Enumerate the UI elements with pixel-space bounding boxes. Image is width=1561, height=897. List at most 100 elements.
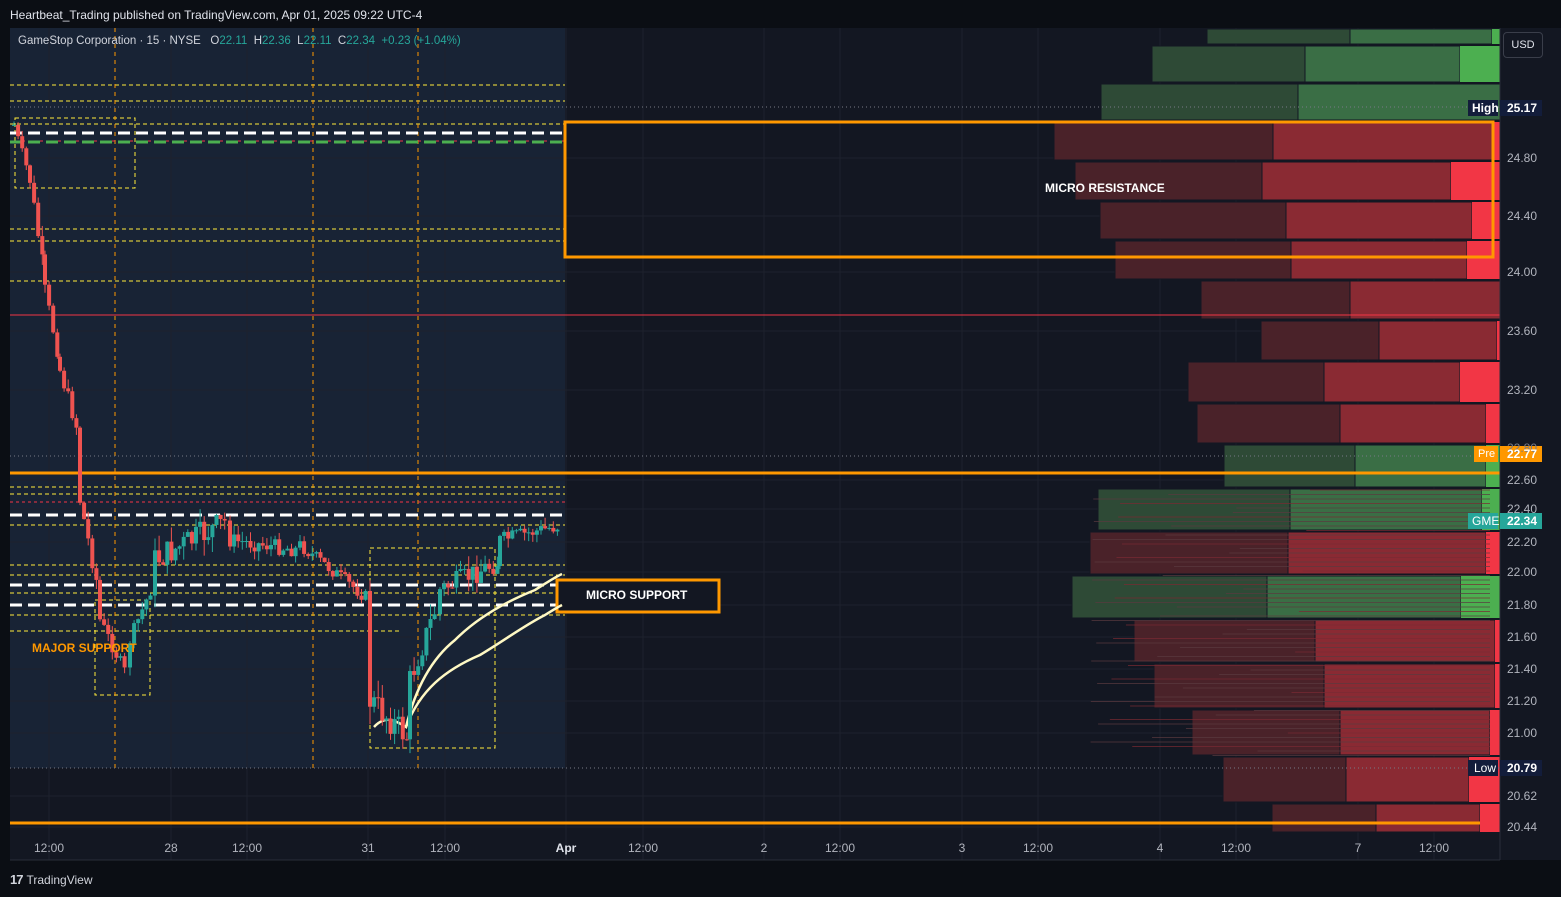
volume-profile-bar <box>1196 403 1341 444</box>
candle-body <box>454 571 459 588</box>
candle-body <box>132 623 137 644</box>
candle-body <box>128 643 132 668</box>
candle-body <box>40 236 45 255</box>
candle-body <box>462 568 467 570</box>
volume-profile-bar <box>1261 161 1452 201</box>
candle-body <box>400 716 405 740</box>
candle-body <box>416 666 421 675</box>
candle-body <box>222 518 227 521</box>
candle-body <box>408 671 412 740</box>
candle-body <box>404 739 409 741</box>
volume-profile-bar <box>1114 240 1292 280</box>
candle-body <box>58 356 62 371</box>
volume-profile-bar <box>1375 803 1481 833</box>
candle-body <box>47 284 52 306</box>
currency-button[interactable]: USD <box>1503 32 1543 58</box>
candle-body <box>551 527 556 532</box>
micro-support-zone[interactable] <box>555 578 721 614</box>
candle-body <box>506 531 511 539</box>
candle-body <box>314 552 319 554</box>
micro-resistance-zone[interactable] <box>563 120 1495 259</box>
price-label: 21.40 <box>1507 662 1538 676</box>
candle-body <box>189 532 194 544</box>
candle-body <box>470 566 475 580</box>
candle-body <box>363 590 368 600</box>
candle-body <box>118 656 123 658</box>
low-value: 22.11 <box>303 35 332 47</box>
symbol-legend[interactable]: GameStop Corporation · 15 · NYSE O22.11 … <box>18 35 461 47</box>
symbol-name[interactable]: GameStop Corporation · 15 · NYSE <box>18 35 201 47</box>
candle-body <box>161 562 166 565</box>
price-label: 20.62 <box>1507 789 1538 803</box>
candle-body <box>458 569 463 572</box>
candle-body <box>74 418 79 428</box>
candle-body <box>90 538 95 569</box>
volume-profile-bar <box>1153 663 1325 709</box>
candle-body <box>110 633 115 653</box>
candle-body <box>228 520 232 547</box>
candle-body <box>339 570 343 573</box>
tradingview-footer[interactable]: 17 TradingView <box>10 872 93 887</box>
pre-tag-label: Pre <box>1478 448 1496 460</box>
candle-body <box>55 332 60 357</box>
candle-body <box>285 548 290 551</box>
candle-body <box>495 565 500 574</box>
volume-profile-edge <box>1486 404 1500 443</box>
volume-profile-bar <box>1349 28 1493 45</box>
candle-body <box>102 619 107 625</box>
candle-body <box>51 305 56 333</box>
candle-body <box>153 550 157 596</box>
candle-body <box>206 537 211 541</box>
volume-profile-edge <box>1460 46 1500 82</box>
candle-body <box>293 547 298 557</box>
candle-body <box>36 202 41 237</box>
candle-body <box>298 541 302 548</box>
candle-body <box>446 583 451 588</box>
candle-body <box>256 543 261 552</box>
candle-body <box>165 541 170 565</box>
volume-profile-bar <box>1314 619 1496 663</box>
session-shading <box>10 28 565 768</box>
candle-body <box>140 609 145 620</box>
volume-profile-bar <box>1323 663 1496 709</box>
candle-body <box>264 545 269 550</box>
change-value: +0.23 (+1.04%) <box>381 35 461 47</box>
candle-body <box>277 539 282 555</box>
candle-body <box>555 529 560 532</box>
volume-profile-bar <box>1206 28 1351 45</box>
candle-body <box>466 568 471 580</box>
candle-body <box>372 697 377 707</box>
candle-body <box>326 562 331 572</box>
volume-profile-bar <box>1304 45 1461 83</box>
candle-body <box>260 543 265 546</box>
price-axis <box>1500 28 1561 860</box>
volume-profile-bar <box>1053 121 1274 161</box>
high-value: 22.36 <box>262 35 291 47</box>
price-label: 23.20 <box>1507 383 1538 397</box>
moving-averages <box>373 572 563 729</box>
low-label: L <box>297 35 304 47</box>
volume-profile-bar <box>1290 240 1468 280</box>
price-label: 24.80 <box>1507 151 1538 165</box>
volume-profile-bar <box>1099 201 1287 240</box>
candle-body <box>148 595 153 600</box>
open-value: 22.11 <box>219 35 248 47</box>
candle-body <box>70 391 75 419</box>
candle-body <box>181 536 186 547</box>
time-label: 12:00 <box>1022 841 1054 855</box>
tradingview-brand: TradingView <box>26 872 93 887</box>
candle-body <box>248 541 253 548</box>
candle-body <box>355 586 360 596</box>
close-value: 22.34 <box>346 35 375 47</box>
time-label: 12:00 <box>429 841 461 855</box>
time-label: 3 <box>958 841 966 855</box>
candle-body <box>412 671 417 675</box>
candle-body <box>514 530 519 532</box>
volume-profile-edge <box>1492 122 1500 160</box>
candle-body <box>106 624 111 634</box>
time-label: 7 <box>1354 841 1362 855</box>
candle-body <box>491 568 496 574</box>
candle-body <box>310 553 315 557</box>
gme-tag-value: 22.34 <box>1507 514 1538 528</box>
